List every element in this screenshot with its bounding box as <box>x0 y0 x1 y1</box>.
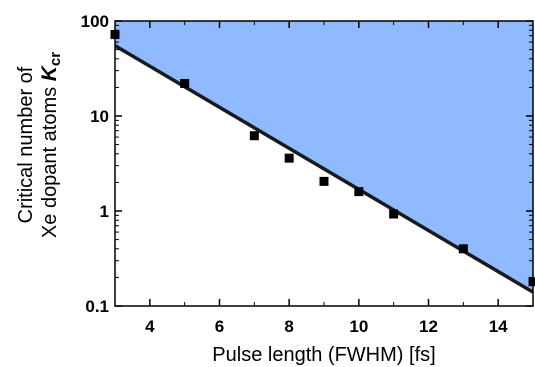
x-tick-label: 4 <box>145 317 155 336</box>
x-tick-label: 12 <box>419 317 438 336</box>
x-axis-title: Pulse length (FWHM) [fs] <box>212 344 435 366</box>
y-tick-label: 10 <box>90 107 109 126</box>
y-axis-title-line1: Critical number of <box>15 66 37 224</box>
y-tick-label: 1 <box>100 202 109 221</box>
y-tick-label: 0.1 <box>85 297 109 316</box>
data-point <box>354 187 364 197</box>
data-point <box>180 78 190 88</box>
data-point <box>284 153 294 163</box>
y-tick-label: 100 <box>81 12 109 31</box>
y-axis-title-line2: Xe dopant atoms Kcr <box>38 51 64 239</box>
y-axis-title: Critical number of Xe dopant atoms Kcr <box>14 0 68 295</box>
data-point <box>458 244 468 254</box>
data-point <box>249 131 259 141</box>
x-tick-label: 10 <box>349 317 368 336</box>
x-tick-label: 8 <box>284 317 293 336</box>
x-tick-label: 14 <box>489 317 508 336</box>
shaded-region <box>115 21 533 293</box>
data-point <box>528 277 535 287</box>
data-point <box>319 176 329 186</box>
data-point <box>389 209 399 219</box>
x-tick-label: 6 <box>215 317 224 336</box>
